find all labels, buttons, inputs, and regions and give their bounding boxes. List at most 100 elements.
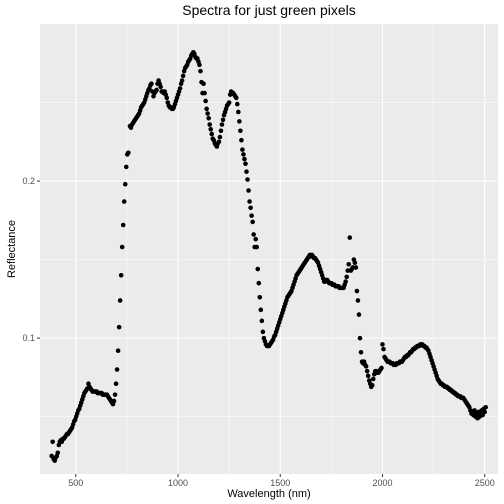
y-tick-label: 0.1	[22, 333, 35, 343]
data-point	[258, 307, 264, 313]
data-point	[381, 346, 386, 352]
major-gridlines	[40, 24, 498, 474]
data-point	[482, 409, 488, 415]
data-point	[216, 139, 222, 145]
data-point	[235, 101, 240, 107]
data-point	[245, 177, 250, 182]
data-point	[113, 381, 119, 386]
data-point	[177, 86, 183, 91]
data-point	[353, 265, 359, 270]
data-point	[363, 364, 369, 369]
data-point	[201, 81, 206, 86]
data-point	[248, 205, 253, 211]
data-point	[55, 450, 61, 456]
x-tick-label: 1500	[270, 478, 290, 488]
data-point	[233, 95, 239, 101]
data-point	[253, 236, 259, 242]
data-point	[126, 150, 131, 156]
data-point	[365, 373, 371, 379]
data-point	[50, 439, 55, 445]
plot-panel	[40, 24, 498, 474]
data-point	[111, 398, 117, 404]
data-point	[256, 280, 262, 286]
data-point	[121, 199, 127, 204]
data-point	[346, 262, 352, 267]
minor-gridlines	[40, 24, 498, 474]
data-point	[257, 295, 263, 300]
data-point	[226, 100, 232, 105]
data-point	[244, 169, 249, 174]
data-point	[207, 122, 213, 127]
y-axis-ticks: 0.1 0.2	[22, 176, 40, 343]
data-point	[208, 126, 214, 132]
data-point	[243, 161, 248, 167]
data-point	[236, 109, 241, 115]
data-point	[217, 134, 223, 140]
data-point	[180, 73, 186, 79]
data-point	[259, 318, 265, 324]
data-point	[260, 329, 266, 335]
data-point	[219, 122, 225, 127]
data-point	[198, 68, 203, 74]
data-point	[120, 222, 126, 228]
data-point	[119, 244, 125, 250]
data-point	[240, 147, 245, 152]
data-point	[220, 117, 226, 123]
y-axis-title: Reflectance	[6, 220, 18, 278]
data-point	[209, 131, 215, 137]
data-point	[179, 78, 185, 83]
data-point	[379, 365, 384, 371]
data-point	[158, 84, 163, 90]
data-point	[202, 90, 207, 96]
data-point	[251, 232, 256, 237]
data-point	[483, 404, 489, 410]
data-point	[164, 95, 170, 101]
x-axis-title: Wavelength (nm)	[227, 488, 310, 500]
data-point	[154, 87, 159, 93]
data-point	[239, 137, 244, 143]
data-point	[238, 128, 243, 134]
data-point	[380, 342, 385, 347]
data-point	[204, 106, 209, 112]
data-point	[122, 181, 128, 187]
y-tick-label: 0.2	[22, 176, 35, 186]
data-point	[242, 156, 247, 162]
data-point	[241, 152, 246, 157]
data-point	[116, 324, 122, 330]
data-point	[249, 213, 254, 218]
data-point	[255, 266, 261, 272]
data-point	[352, 260, 358, 266]
x-tick-label: 2000	[372, 478, 392, 488]
data-point	[203, 98, 208, 104]
data-point	[344, 274, 350, 280]
data-point	[114, 367, 120, 372]
data-point	[250, 219, 255, 225]
data-point	[347, 235, 353, 240]
x-tick-label: 500	[68, 478, 83, 488]
data-point	[112, 392, 118, 397]
x-tick-label: 2500	[475, 478, 495, 488]
data-point	[355, 298, 361, 303]
data-points	[49, 49, 489, 463]
data-point	[369, 382, 375, 388]
data-point	[354, 288, 360, 294]
data-point	[218, 128, 224, 134]
data-point	[117, 298, 123, 303]
data-point	[246, 188, 251, 193]
data-point	[123, 164, 129, 170]
data-point	[370, 376, 376, 382]
x-axis-ticks: 500 1000 1500 2000 2500	[68, 474, 495, 488]
data-point	[118, 273, 124, 278]
x-tick-label: 1000	[168, 478, 188, 488]
data-point	[358, 349, 364, 355]
data-point	[206, 115, 211, 121]
data-point	[247, 199, 252, 204]
data-point	[356, 312, 362, 317]
data-point	[343, 279, 348, 284]
chart-title: Spectra for just green pixels	[182, 2, 356, 18]
data-point	[205, 111, 210, 116]
data-point	[149, 81, 154, 86]
data-point	[115, 348, 121, 354]
data-point	[357, 335, 363, 341]
